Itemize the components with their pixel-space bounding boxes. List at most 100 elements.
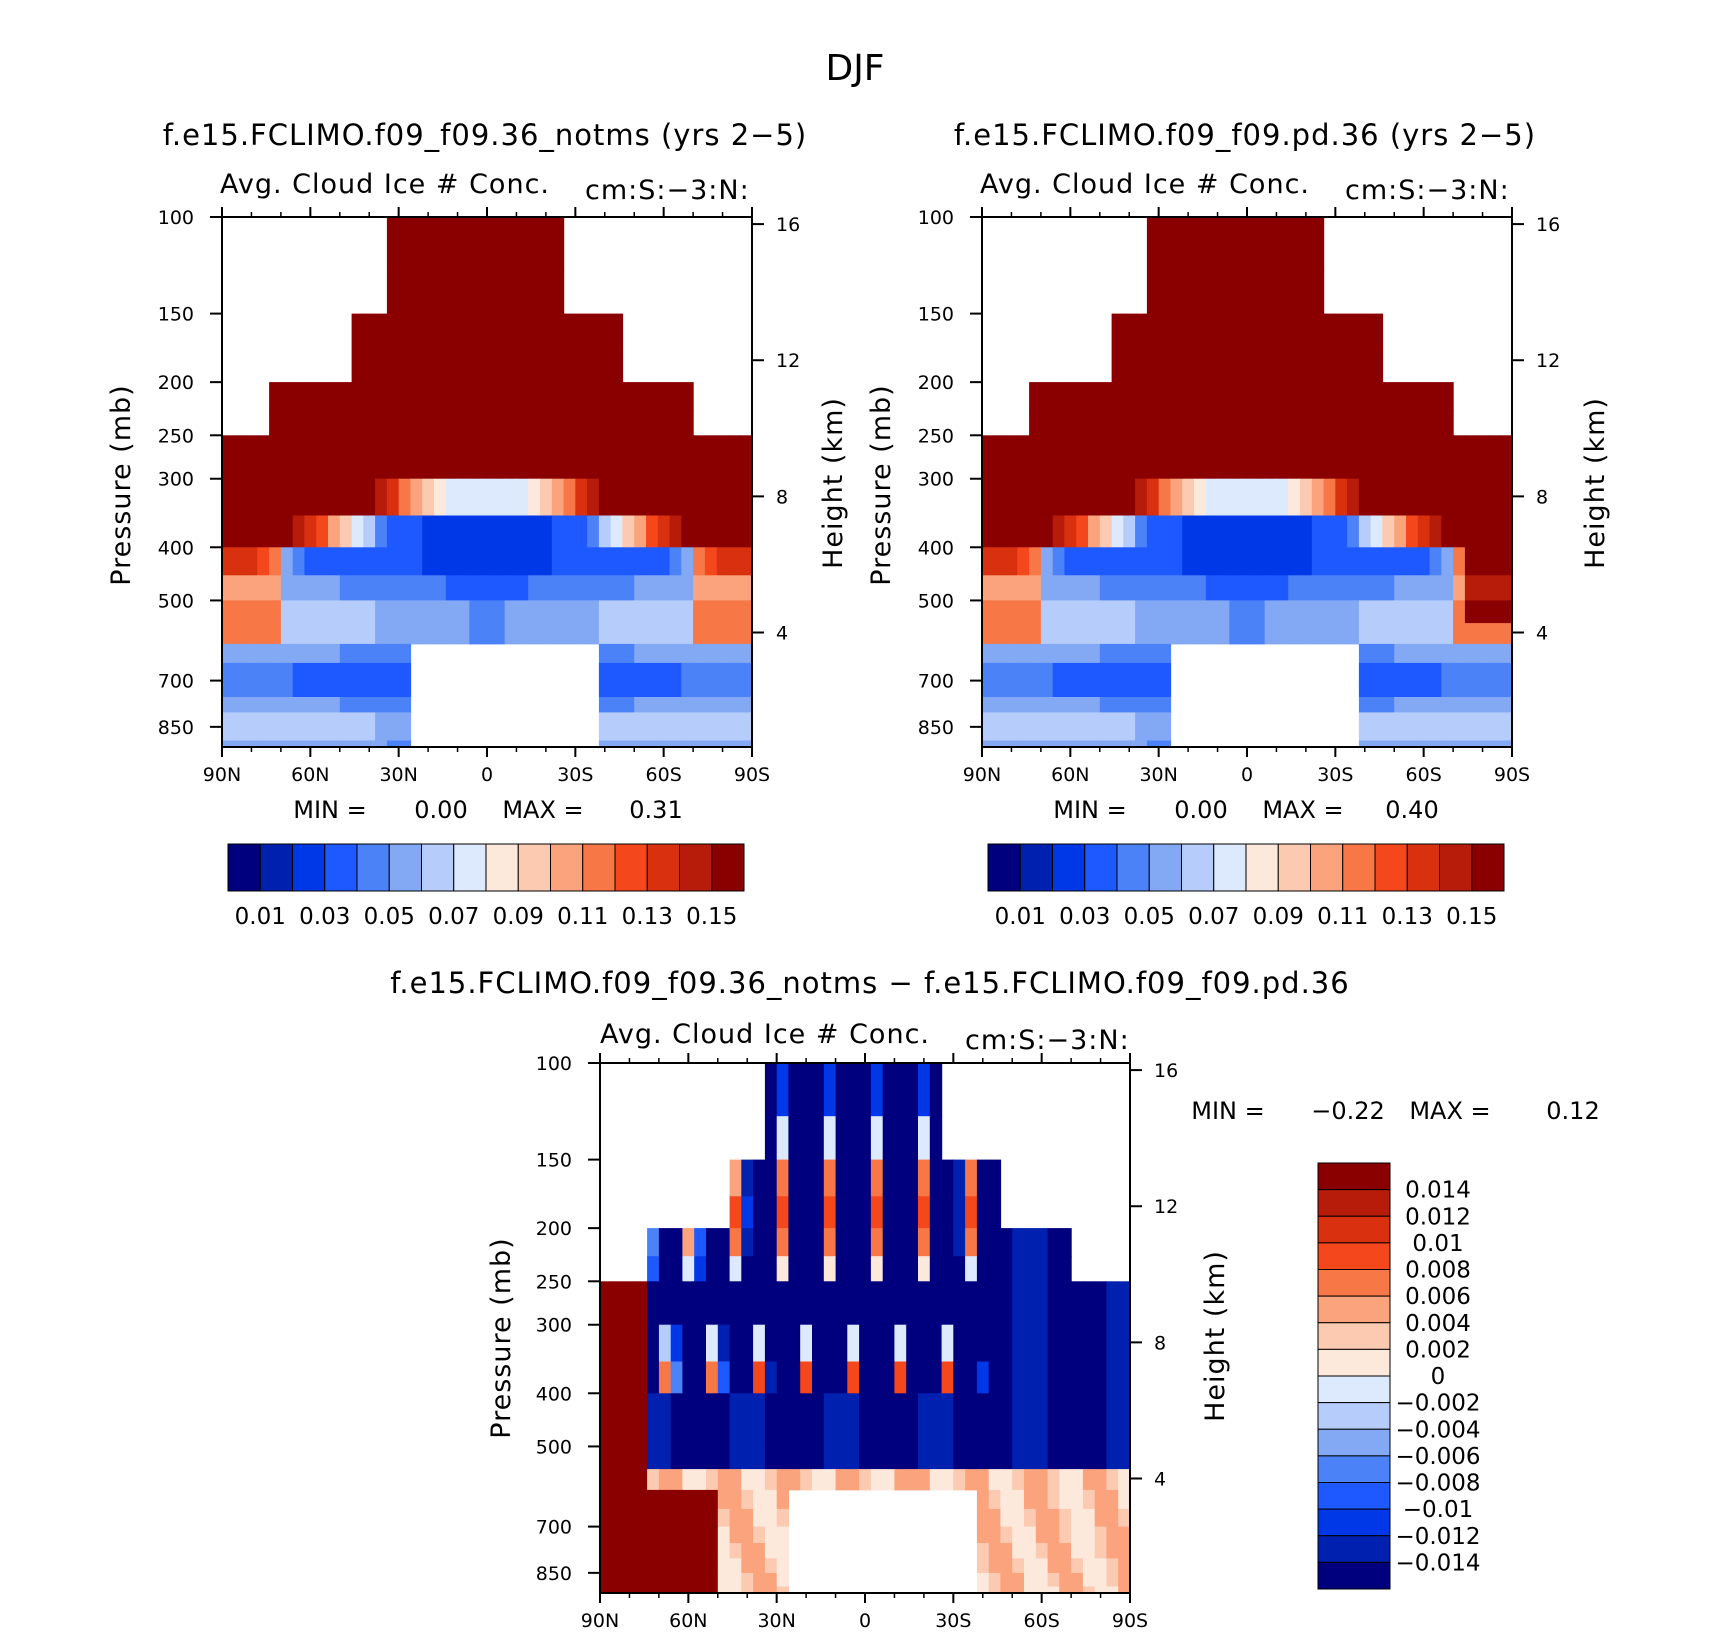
field-cell <box>1311 600 1325 624</box>
field-cell <box>1135 382 1148 411</box>
colorbar-swatch <box>582 843 616 892</box>
field-cell <box>1082 1508 1096 1528</box>
field-cell <box>1146 662 1160 682</box>
field-cell <box>598 547 612 576</box>
field-cell <box>847 1324 860 1362</box>
field-cell <box>993 643 1007 664</box>
field-cell <box>233 726 247 742</box>
field-cell <box>1088 623 1101 645</box>
field-cell <box>622 515 635 548</box>
field-cell <box>1000 1526 1013 1544</box>
field-cell <box>1099 547 1113 576</box>
field-cell <box>1082 1324 1096 1362</box>
field-cell <box>635 1489 648 1510</box>
panel-3-title: f.e15.FCLIMO.f09_f09.36_notms − f.e15.FC… <box>390 966 1349 1000</box>
field-cell <box>740 726 753 742</box>
field-cell <box>1024 1526 1037 1544</box>
field-cell <box>1088 547 1101 576</box>
field-cell <box>1217 410 1230 436</box>
field-cell <box>1417 547 1431 576</box>
field-cell <box>859 1116 872 1161</box>
field-cell <box>657 680 671 698</box>
field-cell <box>339 680 353 698</box>
colorbar-swatch <box>356 843 390 892</box>
field-cell <box>1394 643 1407 664</box>
field-cell <box>600 1324 613 1362</box>
field-cell <box>1029 382 1042 411</box>
field-cell <box>1035 1421 1049 1447</box>
field-cell <box>386 662 400 682</box>
field-cell <box>1146 600 1160 624</box>
field-cell <box>764 1324 778 1362</box>
field-cell <box>1076 697 1089 713</box>
field-cell <box>269 515 282 548</box>
field-cell <box>657 478 671 516</box>
colorbar-swatch <box>1317 1375 1391 1404</box>
field-cell <box>1040 697 1054 713</box>
field-cell <box>610 726 624 742</box>
field-cell <box>375 680 388 698</box>
y-tick-label: 200 <box>918 372 954 394</box>
field-cell <box>1264 575 1278 601</box>
field-cell <box>1040 575 1054 601</box>
field-cell <box>1158 697 1172 713</box>
field-cell <box>1146 217 1160 271</box>
field-cell <box>481 575 494 601</box>
field-cell <box>635 1281 648 1326</box>
field-cell <box>634 435 647 480</box>
field-cell <box>1335 382 1348 411</box>
field-cell <box>1264 623 1278 645</box>
field-cell <box>280 697 294 713</box>
field-cell <box>753 1543 766 1559</box>
field-cell <box>1047 1526 1060 1544</box>
field-cell <box>704 435 718 480</box>
field-cell <box>269 712 282 728</box>
field-cell <box>600 1469 613 1491</box>
field-cell <box>1311 350 1325 383</box>
field-cell <box>906 1361 919 1394</box>
field-cell <box>1311 382 1325 411</box>
colorbar-swatch <box>1317 1295 1391 1324</box>
panel-2-plot-area <box>982 217 1513 748</box>
x-tick-label: 90N <box>203 764 241 786</box>
field-cell <box>918 1324 931 1362</box>
field-cell <box>363 643 376 664</box>
field-cell <box>812 1063 825 1117</box>
field-cell <box>1047 1228 1060 1257</box>
field-cell <box>1370 435 1384 480</box>
field-cell <box>1005 478 1018 516</box>
field-cell <box>434 410 447 436</box>
field-cell <box>634 410 647 436</box>
field-cell <box>1323 600 1336 624</box>
field-cell <box>1146 680 1160 698</box>
field-cell <box>669 478 682 516</box>
field-cell <box>1347 313 1360 351</box>
field-cell <box>422 575 435 601</box>
field-cell <box>1382 680 1395 698</box>
field-cell <box>1182 478 1195 516</box>
field-cell <box>1300 313 1313 351</box>
x-tick-label: 90S <box>1494 764 1530 786</box>
field-cell <box>716 643 730 664</box>
field-cell <box>540 382 553 411</box>
field-cell <box>988 1489 1002 1510</box>
field-cell <box>716 515 730 548</box>
field-cell <box>1012 1572 1025 1588</box>
field-cell <box>941 1446 954 1470</box>
field-cell <box>1441 575 1454 601</box>
field-cell <box>1170 382 1183 411</box>
field-cell <box>292 643 306 664</box>
field-cell <box>398 515 412 548</box>
field-cell <box>528 410 541 436</box>
field-cell <box>1217 382 1230 411</box>
field-cell <box>658 1526 672 1544</box>
field-cell <box>646 697 659 713</box>
field-cell <box>657 575 671 601</box>
colorbar-swatch <box>1317 1455 1391 1483</box>
x-tick-label: 30N <box>379 764 417 786</box>
field-cell <box>776 1446 790 1470</box>
field-cell <box>1005 680 1018 698</box>
field-cell <box>976 1572 990 1588</box>
field-cell <box>704 712 718 728</box>
colorbar-swatch <box>227 843 261 892</box>
